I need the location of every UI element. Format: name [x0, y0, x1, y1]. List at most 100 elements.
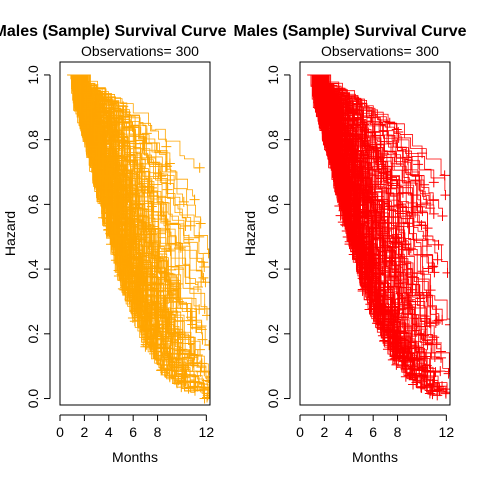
censor-mark — [415, 293, 426, 304]
survival-curve — [307, 74, 422, 335]
censor-mark — [175, 242, 186, 253]
censor-mark — [390, 237, 401, 248]
censor-mark — [425, 318, 436, 329]
survival-curve — [309, 74, 446, 176]
censor-mark — [430, 367, 441, 378]
censor-mark — [183, 383, 194, 394]
censor-mark — [348, 108, 359, 119]
censor-mark — [419, 311, 430, 322]
survival-curve — [72, 74, 126, 290]
censor-mark — [156, 364, 167, 375]
survival-curve — [74, 74, 172, 270]
survival-curve — [312, 74, 448, 273]
survival-curve — [311, 74, 419, 165]
survival-curve — [72, 74, 133, 273]
survival-curve — [309, 74, 407, 363]
x-tick-label: 2 — [320, 424, 328, 440]
censor-mark — [400, 213, 411, 224]
survival-curve — [314, 74, 400, 138]
right-x-axis-label: Months — [352, 449, 398, 465]
censor-mark — [105, 122, 116, 133]
right-y-axis-label: Hazard — [242, 211, 258, 256]
x-tick-label: 12 — [199, 424, 215, 440]
censor-mark — [195, 218, 206, 229]
y-tick-label: 1.0 — [25, 65, 41, 85]
censor-mark — [167, 357, 178, 368]
y-tick-label: 0.0 — [25, 389, 41, 409]
left-chart-panel: 0.0 0.2 0.4 0.6 0.8 1.0 0 2 4 6 8 12 Males (Sample… — [0, 23, 227, 465]
censor-mark — [103, 225, 114, 236]
survival-curve — [73, 74, 163, 370]
censor-mark — [384, 117, 395, 128]
survival-curve — [73, 74, 153, 188]
right-title-background — [243, 20, 480, 40]
survival-curve — [72, 74, 124, 289]
censor-mark — [424, 388, 435, 399]
censor-mark — [416, 382, 427, 393]
censor-mark — [97, 91, 108, 102]
x-tick-label: 0 — [56, 424, 64, 440]
censor-mark — [204, 340, 210, 351]
censor-mark — [184, 338, 195, 349]
left-plot-frame — [59, 61, 211, 406]
censor-mark — [193, 282, 204, 293]
censor-mark — [432, 254, 443, 265]
survival-curve — [313, 74, 386, 290]
censor-mark — [443, 368, 450, 379]
censor-mark — [125, 171, 136, 182]
censor-mark — [440, 387, 450, 398]
survival-curve — [70, 74, 100, 107]
censor-mark — [421, 360, 432, 371]
censor-mark — [427, 389, 438, 400]
y-tick-label: 0.4 — [25, 259, 41, 279]
survival-curve — [70, 74, 196, 382]
censor-mark — [417, 148, 428, 159]
censor-mark — [432, 390, 443, 401]
censor-mark — [410, 175, 421, 186]
censor-mark — [165, 174, 176, 185]
censor-mark — [357, 285, 368, 296]
censor-mark — [413, 159, 424, 170]
censor-mark — [161, 244, 172, 255]
survival-curve — [72, 74, 149, 340]
survival-curve — [314, 74, 435, 214]
censor-mark — [431, 338, 442, 349]
survival-curve — [313, 74, 422, 388]
censor-mark — [376, 173, 387, 184]
censor-mark — [422, 339, 433, 350]
censor-mark — [405, 243, 416, 254]
censor-mark — [162, 184, 173, 195]
censor-mark — [421, 316, 432, 327]
survival-curve — [312, 74, 396, 359]
censor-mark — [421, 241, 432, 252]
censor-mark — [177, 349, 188, 360]
censor-mark — [127, 121, 138, 132]
survival-curve — [312, 74, 428, 229]
censor-mark — [417, 206, 428, 217]
survival-curve — [70, 74, 189, 389]
censor-mark — [433, 315, 444, 326]
censor-mark — [401, 357, 412, 368]
censor-mark — [442, 267, 450, 278]
right-chart-title: Males (Sample) Survival Curve — [234, 23, 467, 40]
censor-mark — [199, 261, 210, 272]
censor-mark — [159, 298, 170, 309]
censor-mark — [173, 375, 184, 386]
survival-curve — [70, 74, 136, 237]
survival-curve — [312, 74, 410, 349]
censor-mark — [150, 328, 161, 339]
censor-mark — [395, 208, 406, 219]
censor-mark — [130, 231, 141, 242]
left-survival-marks — [67, 74, 210, 404]
survival-curve — [311, 74, 401, 356]
right-x-axis: 0 2 4 6 8 12 — [296, 414, 454, 440]
survival-curve — [309, 74, 438, 396]
censor-mark — [439, 170, 450, 181]
censor-mark — [200, 277, 210, 288]
censor-mark — [198, 257, 209, 268]
right-plot-frame — [299, 61, 451, 406]
censor-mark — [197, 334, 208, 345]
right-survival-marks — [307, 74, 450, 401]
left-x-axis-label: Months — [112, 449, 158, 465]
censor-mark — [411, 377, 422, 388]
